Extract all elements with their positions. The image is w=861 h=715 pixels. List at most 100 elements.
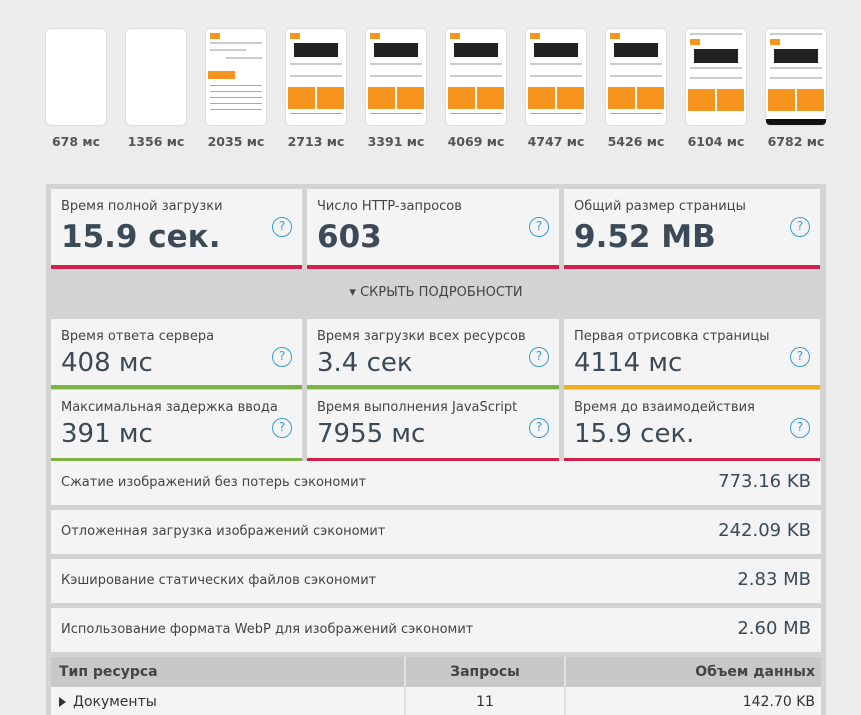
- filmstrip-frame[interactable]: 678 мс: [46, 29, 106, 149]
- frame-thumbnail[interactable]: [286, 29, 346, 125]
- metric-label: Максимальная задержка ввода: [61, 400, 278, 415]
- filmstrip-frame[interactable]: 4069 мс: [446, 29, 506, 149]
- saving-label: Сжатие изображений без потерь сэкономит: [61, 475, 367, 490]
- frame-time-label: 678 мс: [51, 134, 101, 149]
- frame-thumbnail[interactable]: [446, 29, 506, 125]
- filmstrip-frame[interactable]: 2035 мс: [206, 29, 266, 149]
- metric-page-size: Общий размер страницы 9.52 MB ?: [564, 189, 820, 269]
- frame-thumbnail[interactable]: [606, 29, 666, 125]
- filmstrip-frame[interactable]: 5426 мс: [606, 29, 666, 149]
- metric-resources-load: Время загрузки всех ресурсов 3.4 сек ?: [307, 319, 559, 389]
- metric-value: 15.9 сек.: [61, 219, 221, 255]
- frame-thumbnail[interactable]: [206, 29, 266, 125]
- saving-label: Отложенная загрузка изображений сэкономи…: [61, 524, 386, 539]
- status-bar: [51, 385, 302, 389]
- metric-value: 7955 мс: [317, 419, 426, 449]
- table-header-row: Тип ресурса Запросы Объем данных: [51, 657, 821, 687]
- metric-requests: Число HTTP-запросов 603 ?: [307, 189, 559, 269]
- results-panel: Время полной загрузки 15.9 сек. ? Число …: [46, 184, 826, 715]
- saving-value: 242.09 KB: [718, 520, 811, 541]
- saving-value: 2.83 MB: [737, 569, 811, 590]
- help-icon[interactable]: ?: [272, 418, 292, 438]
- filmstrip: 678 мс 1356 мс 2035 мс 2713 мс: [46, 29, 826, 149]
- filmstrip-frame[interactable]: 1356 мс: [126, 29, 186, 149]
- metric-value: 603: [317, 219, 382, 255]
- saving-row: Отложенная загрузка изображений сэкономи…: [51, 510, 821, 554]
- filmstrip-frame[interactable]: 3391 мс: [366, 29, 426, 149]
- filmstrip-frame[interactable]: 2713 мс: [286, 29, 346, 149]
- status-bar: [564, 385, 820, 389]
- table-row[interactable]: Документы 11 142.70 KB: [51, 687, 821, 715]
- help-icon[interactable]: ?: [272, 217, 292, 237]
- status-bar: [51, 265, 302, 269]
- help-icon[interactable]: ?: [272, 347, 292, 367]
- saving-row: Кэширование статических файлов сэкономит…: [51, 559, 821, 603]
- column-header-type[interactable]: Тип ресурса: [59, 664, 158, 680]
- metric-label: Время до взаимодействия: [574, 400, 755, 415]
- help-icon[interactable]: ?: [790, 347, 810, 367]
- filmstrip-frame[interactable]: 6782 мс: [766, 29, 826, 149]
- cell-requests: 11: [476, 694, 494, 710]
- saving-row: Сжатие изображений без потерь сэкономит …: [51, 461, 821, 505]
- metric-js-execution: Время выполнения JavaScript 7955 мс ?: [307, 390, 559, 462]
- metric-label: Время ответа сервера: [61, 329, 215, 344]
- frame-thumbnail[interactable]: [686, 29, 746, 125]
- expand-caret-icon[interactable]: [59, 697, 66, 707]
- frame-time-label: 2035 мс: [207, 134, 265, 149]
- metric-server-response: Время ответа сервера 408 мс ?: [51, 319, 302, 389]
- status-bar: [307, 265, 559, 269]
- frame-time-label: 6782 мс: [767, 134, 825, 149]
- metric-interactive: Время до взаимодействия 15.9 сек. ?: [564, 390, 820, 462]
- metric-value: 391 мс: [61, 419, 153, 449]
- saving-label: Использование формата WebP для изображен…: [61, 622, 474, 637]
- resource-table: Тип ресурса Запросы Объем данных Докумен…: [51, 657, 821, 715]
- frame-thumbnail[interactable]: [46, 29, 106, 125]
- metric-label: Время выполнения JavaScript: [317, 400, 518, 415]
- cell-type: Документы: [51, 687, 404, 715]
- metric-value: 15.9 сек.: [574, 419, 695, 449]
- frame-time-label: 5426 мс: [607, 134, 665, 149]
- column-header-requests[interactable]: Запросы: [450, 664, 520, 680]
- metric-value: 408 мс: [61, 348, 153, 378]
- metric-label: Время загрузки всех ресурсов: [317, 329, 526, 344]
- frame-thumbnail[interactable]: [366, 29, 426, 125]
- metric-first-paint: Первая отрисовка страницы 4114 мс ?: [564, 319, 820, 389]
- metric-label: Число HTTP-запросов: [317, 199, 462, 214]
- frame-time-label: 6104 мс: [687, 134, 745, 149]
- saving-value: 2.60 MB: [737, 618, 811, 639]
- metric-label: Общий размер страницы: [574, 199, 746, 214]
- status-bar: [564, 265, 820, 269]
- metric-value: 3.4 сек: [317, 348, 413, 378]
- hide-details-toggle[interactable]: ▾ СКРЫТЬ ПОДРОБНОСТИ: [349, 285, 523, 300]
- frame-time-label: 3391 мс: [367, 134, 425, 149]
- status-bar: [307, 385, 559, 389]
- frame-time-label: 1356 мс: [127, 134, 185, 149]
- metric-input-delay: Максимальная задержка ввода 391 мс ?: [51, 390, 302, 462]
- status-bar: [51, 458, 302, 462]
- frame-thumbnail[interactable]: [766, 29, 826, 125]
- filmstrip-frame[interactable]: 6104 мс: [686, 29, 746, 149]
- metric-label: Время полной загрузки: [61, 199, 223, 214]
- frame-time-label: 4069 мс: [447, 134, 505, 149]
- saving-label: Кэширование статических файлов сэкономит: [61, 573, 377, 588]
- help-icon[interactable]: ?: [529, 217, 549, 237]
- metric-load-time: Время полной загрузки 15.9 сек. ?: [51, 189, 302, 269]
- metric-label: Первая отрисовка страницы: [574, 329, 770, 344]
- status-bar: [307, 458, 559, 462]
- filmstrip-frame[interactable]: 4747 мс: [526, 29, 586, 149]
- help-icon[interactable]: ?: [790, 217, 810, 237]
- column-header-size[interactable]: Объем данных: [695, 664, 815, 680]
- frame-thumbnail[interactable]: [126, 29, 186, 125]
- frame-time-label: 4747 мс: [527, 134, 585, 149]
- help-icon[interactable]: ?: [529, 347, 549, 367]
- frame-time-label: 2713 мс: [287, 134, 345, 149]
- frame-thumbnail[interactable]: [526, 29, 586, 125]
- saving-row: Использование формата WebP для изображен…: [51, 608, 821, 652]
- cell-size: 142.70 KB: [742, 694, 815, 710]
- metric-value: 9.52 MB: [574, 219, 716, 255]
- saving-value: 773.16 KB: [718, 471, 811, 492]
- metric-value: 4114 мс: [574, 348, 683, 378]
- status-bar: [564, 458, 820, 462]
- help-icon[interactable]: ?: [790, 418, 810, 438]
- help-icon[interactable]: ?: [529, 418, 549, 438]
